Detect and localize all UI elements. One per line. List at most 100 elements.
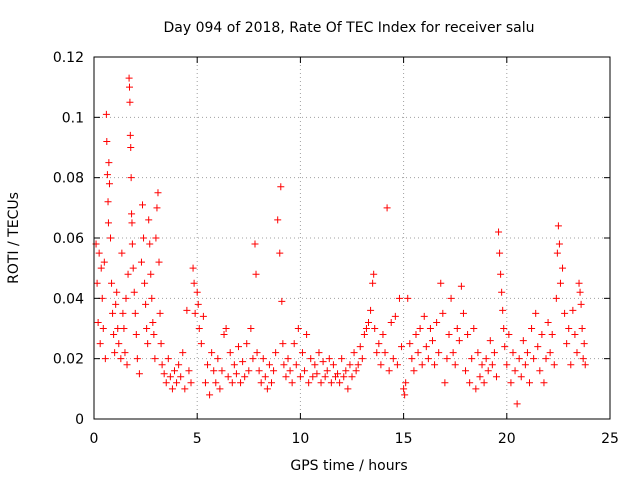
data-point — [243, 340, 251, 348]
data-point — [579, 355, 587, 363]
data-point — [122, 294, 130, 302]
data-point — [290, 340, 298, 348]
data-point — [278, 297, 286, 305]
data-point — [398, 343, 406, 351]
data-point — [420, 312, 428, 320]
data-point — [191, 309, 199, 317]
data-point — [193, 288, 201, 296]
x-tick-label: 10 — [291, 431, 309, 447]
data-point — [251, 240, 259, 248]
data-point — [532, 309, 540, 317]
data-point — [451, 361, 459, 369]
data-point — [218, 367, 226, 375]
data-point — [114, 325, 122, 332]
data-point — [189, 264, 197, 272]
data-point — [197, 340, 205, 348]
data-point — [224, 373, 232, 381]
data-point — [168, 385, 176, 393]
data-point — [103, 171, 111, 179]
data-point — [511, 367, 519, 375]
data-point — [311, 361, 319, 369]
data-point — [528, 325, 536, 332]
data-point — [391, 312, 399, 320]
data-point — [126, 98, 134, 106]
data-point — [329, 361, 337, 369]
data-point — [142, 300, 150, 308]
data-point — [274, 216, 282, 224]
data-point — [577, 300, 585, 308]
data-point — [296, 373, 304, 381]
data-point — [94, 318, 102, 326]
data-point — [439, 309, 447, 317]
data-point — [414, 349, 422, 357]
data-point — [323, 367, 331, 375]
x-tick-label: 5 — [193, 431, 202, 447]
data-point — [177, 373, 185, 381]
data-point — [573, 349, 581, 357]
data-point — [334, 370, 342, 378]
data-point — [130, 288, 138, 296]
data-point — [245, 367, 253, 375]
data-point — [554, 222, 562, 230]
x-tick-label: 15 — [395, 431, 413, 447]
data-point — [486, 337, 494, 345]
data-point — [120, 325, 128, 332]
data-point — [422, 343, 430, 351]
data-point — [437, 279, 445, 287]
data-point — [125, 74, 133, 82]
data-point — [117, 355, 125, 363]
data-point — [408, 355, 416, 363]
y-tick-label: 0.1 — [62, 110, 84, 126]
data-point — [457, 282, 465, 290]
data-point — [145, 216, 153, 224]
data-point — [553, 249, 561, 257]
data-point — [126, 131, 134, 139]
y-tick-label: 0.04 — [53, 291, 84, 307]
data-point — [470, 325, 478, 332]
data-point — [416, 325, 424, 332]
data-point — [108, 279, 116, 287]
data-point — [395, 294, 403, 302]
data-point — [559, 264, 567, 272]
data-point — [249, 355, 257, 363]
data-point — [424, 355, 432, 363]
data-point — [356, 343, 364, 351]
data-point — [190, 279, 198, 287]
y-tick-label: 0 — [75, 412, 84, 428]
data-point — [464, 331, 472, 339]
data-point — [153, 204, 161, 212]
data-point — [143, 325, 151, 332]
data-point — [496, 249, 504, 257]
data-point — [569, 306, 577, 314]
data-point — [150, 331, 158, 339]
data-point — [501, 343, 509, 351]
data-point — [401, 391, 409, 399]
data-point — [263, 385, 271, 393]
data-point — [277, 183, 285, 191]
data-point — [282, 373, 290, 381]
data-point — [268, 379, 276, 387]
x-tick-labels: 0 5 10 15 20 25 — [90, 431, 619, 447]
data-point — [155, 258, 163, 266]
data-point — [474, 349, 482, 357]
data-point — [132, 331, 140, 339]
data-point — [140, 234, 148, 242]
chart-title: Day 094 of 2018, Rate Of TEC Index for r… — [163, 20, 534, 36]
data-point — [377, 361, 385, 369]
data-point — [307, 355, 315, 363]
data-point — [259, 355, 267, 363]
data-point — [93, 279, 101, 287]
data-point — [119, 309, 127, 317]
y-tick-label: 0.06 — [53, 231, 84, 247]
data-point — [472, 385, 480, 393]
data-point — [540, 379, 548, 387]
x-tick-label: 25 — [601, 431, 619, 447]
data-point — [433, 318, 441, 326]
data-point — [99, 325, 107, 332]
y-axis-label: ROTI / TECUs — [6, 192, 22, 284]
data-point — [124, 270, 132, 278]
data-point — [482, 355, 490, 363]
data-point — [109, 309, 117, 317]
data-point — [298, 349, 306, 357]
